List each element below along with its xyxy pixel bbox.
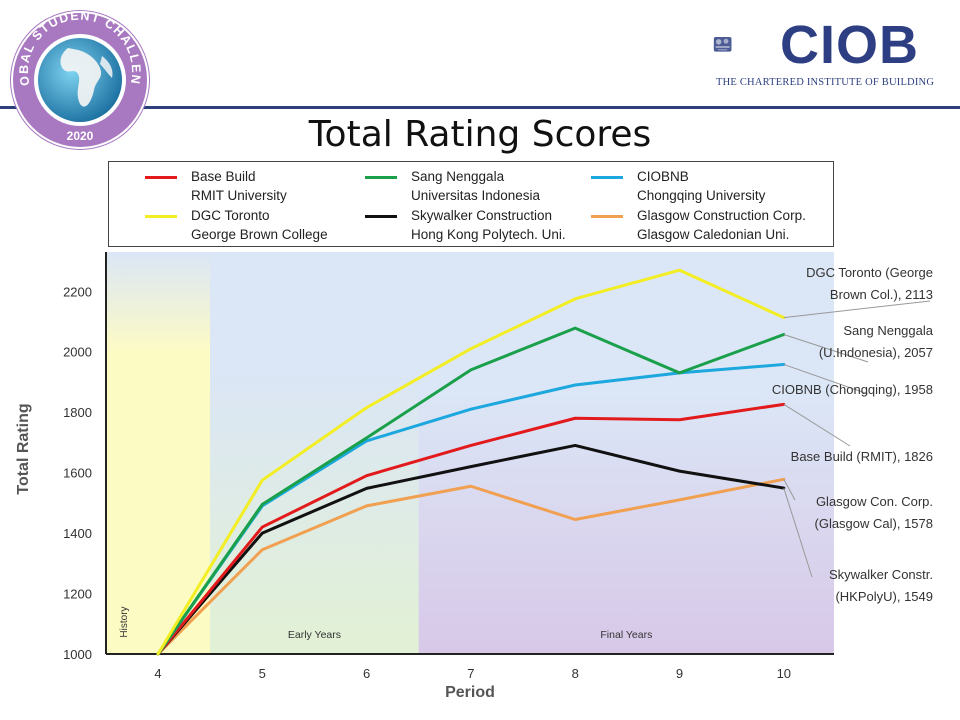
legend-name: Sang Nenggala [411, 169, 505, 184]
header-rule [0, 106, 960, 109]
chart-title: Total Rating Scores [308, 114, 652, 155]
y-tick-label: 1600 [63, 466, 92, 481]
x-tick-label: 10 [777, 666, 791, 681]
ciob-crest-icon [713, 36, 732, 52]
ciob-subtitle: THE CHARTERED INSTITUTE OF BUILDING [716, 77, 935, 88]
legend-swatch [145, 215, 177, 218]
callout-leader-ciobnb [783, 363, 869, 395]
y-tick-label: 2200 [63, 284, 92, 299]
callout-leader-sky [783, 487, 813, 578]
callout-label-base: Base Build (RMIT), 1826 [791, 449, 933, 464]
callout-leader-sang [783, 334, 869, 363]
legend-entry-sky: Skywalker Construction Hong Kong Polytec… [365, 206, 566, 244]
legend-swatch [145, 176, 177, 179]
x-tick-label: 6 [363, 666, 370, 681]
y-axis-title: Total Rating [15, 403, 32, 495]
callout-label-sang: Sang Nenggala [843, 323, 933, 338]
series-line-dgc [156, 268, 786, 656]
callout-label-dgc: Brown Col.), 2113 [830, 287, 933, 302]
zone-0 [106, 252, 211, 654]
x-tick-label: 9 [676, 666, 683, 681]
legend-sub: Hong Kong Polytech. Uni. [411, 227, 566, 242]
y-tick-label: 1000 [63, 647, 92, 662]
series-line-base [156, 402, 786, 656]
badge-year: 2020 [67, 129, 94, 143]
chart-legend: Base Build RMIT University Sang Nenggala… [108, 161, 834, 247]
callout-label-glas: Glasgow Con. Corp. [816, 494, 933, 509]
x-tick-label: 7 [467, 666, 474, 681]
legend-entry-base: Base Build RMIT University [145, 167, 287, 205]
legend-name: CIOBNB [637, 169, 689, 184]
legend-name: DGC Toronto [191, 208, 270, 223]
callout-label-ciobnb: CIOBNB (Chongqing), 1958 [772, 382, 933, 397]
legend-entry-glas: Glasgow Construction Corp. Glasgow Caled… [591, 206, 806, 244]
legend-sub: Universitas Indonesia [411, 188, 541, 203]
y-tick-label: 1200 [63, 587, 92, 602]
zone-label-2: Final Years [600, 629, 652, 641]
series-line-sky [156, 443, 786, 656]
callout-label-sky: (HKPolyU), 1549 [835, 589, 933, 604]
legend-sub: Glasgow Caledonian Uni. [637, 227, 790, 242]
callout-label-glas: (Glasgow Cal), 1578 [815, 516, 934, 531]
legend-name: Skywalker Construction [411, 208, 553, 223]
legend-sub: Chongqing University [637, 188, 766, 203]
callout-label-sang: (U.Indonesia), 2057 [819, 345, 933, 360]
x-tick-label: 8 [572, 666, 579, 681]
series-line-glas [156, 477, 786, 656]
zone-label-1: Early Years [288, 629, 341, 641]
legend-entry-dgc: DGC Toronto George Brown College [145, 206, 328, 244]
legend-swatch [591, 176, 623, 179]
callout-label-sky: Skywalker Constr. [829, 567, 933, 582]
y-tick-label: 2000 [63, 345, 92, 360]
zone-1 [210, 252, 419, 654]
callout-label-dgc: DGC Toronto (George [806, 265, 933, 280]
legend-entry-sang: Sang Nenggala Universitas Indonesia [365, 167, 541, 205]
callout-leader-base [783, 403, 851, 447]
x-axis-title: Period [445, 684, 495, 701]
global-student-challenge-badge: GLOBAL STUDENT CHALLENGE 2020 [8, 8, 150, 150]
legend-swatch [365, 176, 397, 179]
legend-swatch [591, 215, 623, 218]
y-tick-label: 1800 [63, 405, 92, 420]
zone-2 [418, 252, 834, 654]
legend-name: Base Build [191, 169, 256, 184]
legend-sub: George Brown College [191, 227, 328, 242]
callout-leader-dgc [783, 300, 931, 319]
x-tick-label: 5 [259, 666, 266, 681]
y-tick-label: 1400 [63, 526, 92, 541]
callout-leader-glas [783, 479, 796, 501]
ciob-logo: CIOB [780, 15, 919, 75]
legend-name: Glasgow Construction Corp. [637, 208, 806, 223]
legend-entry-ciobnb: CIOBNB Chongqing University [591, 167, 766, 205]
series-line-sang [156, 326, 786, 656]
legend-sub: RMIT University [191, 188, 287, 203]
zone-label-history: History [119, 606, 130, 637]
legend-swatch [365, 215, 397, 218]
x-tick-label: 4 [154, 666, 161, 681]
